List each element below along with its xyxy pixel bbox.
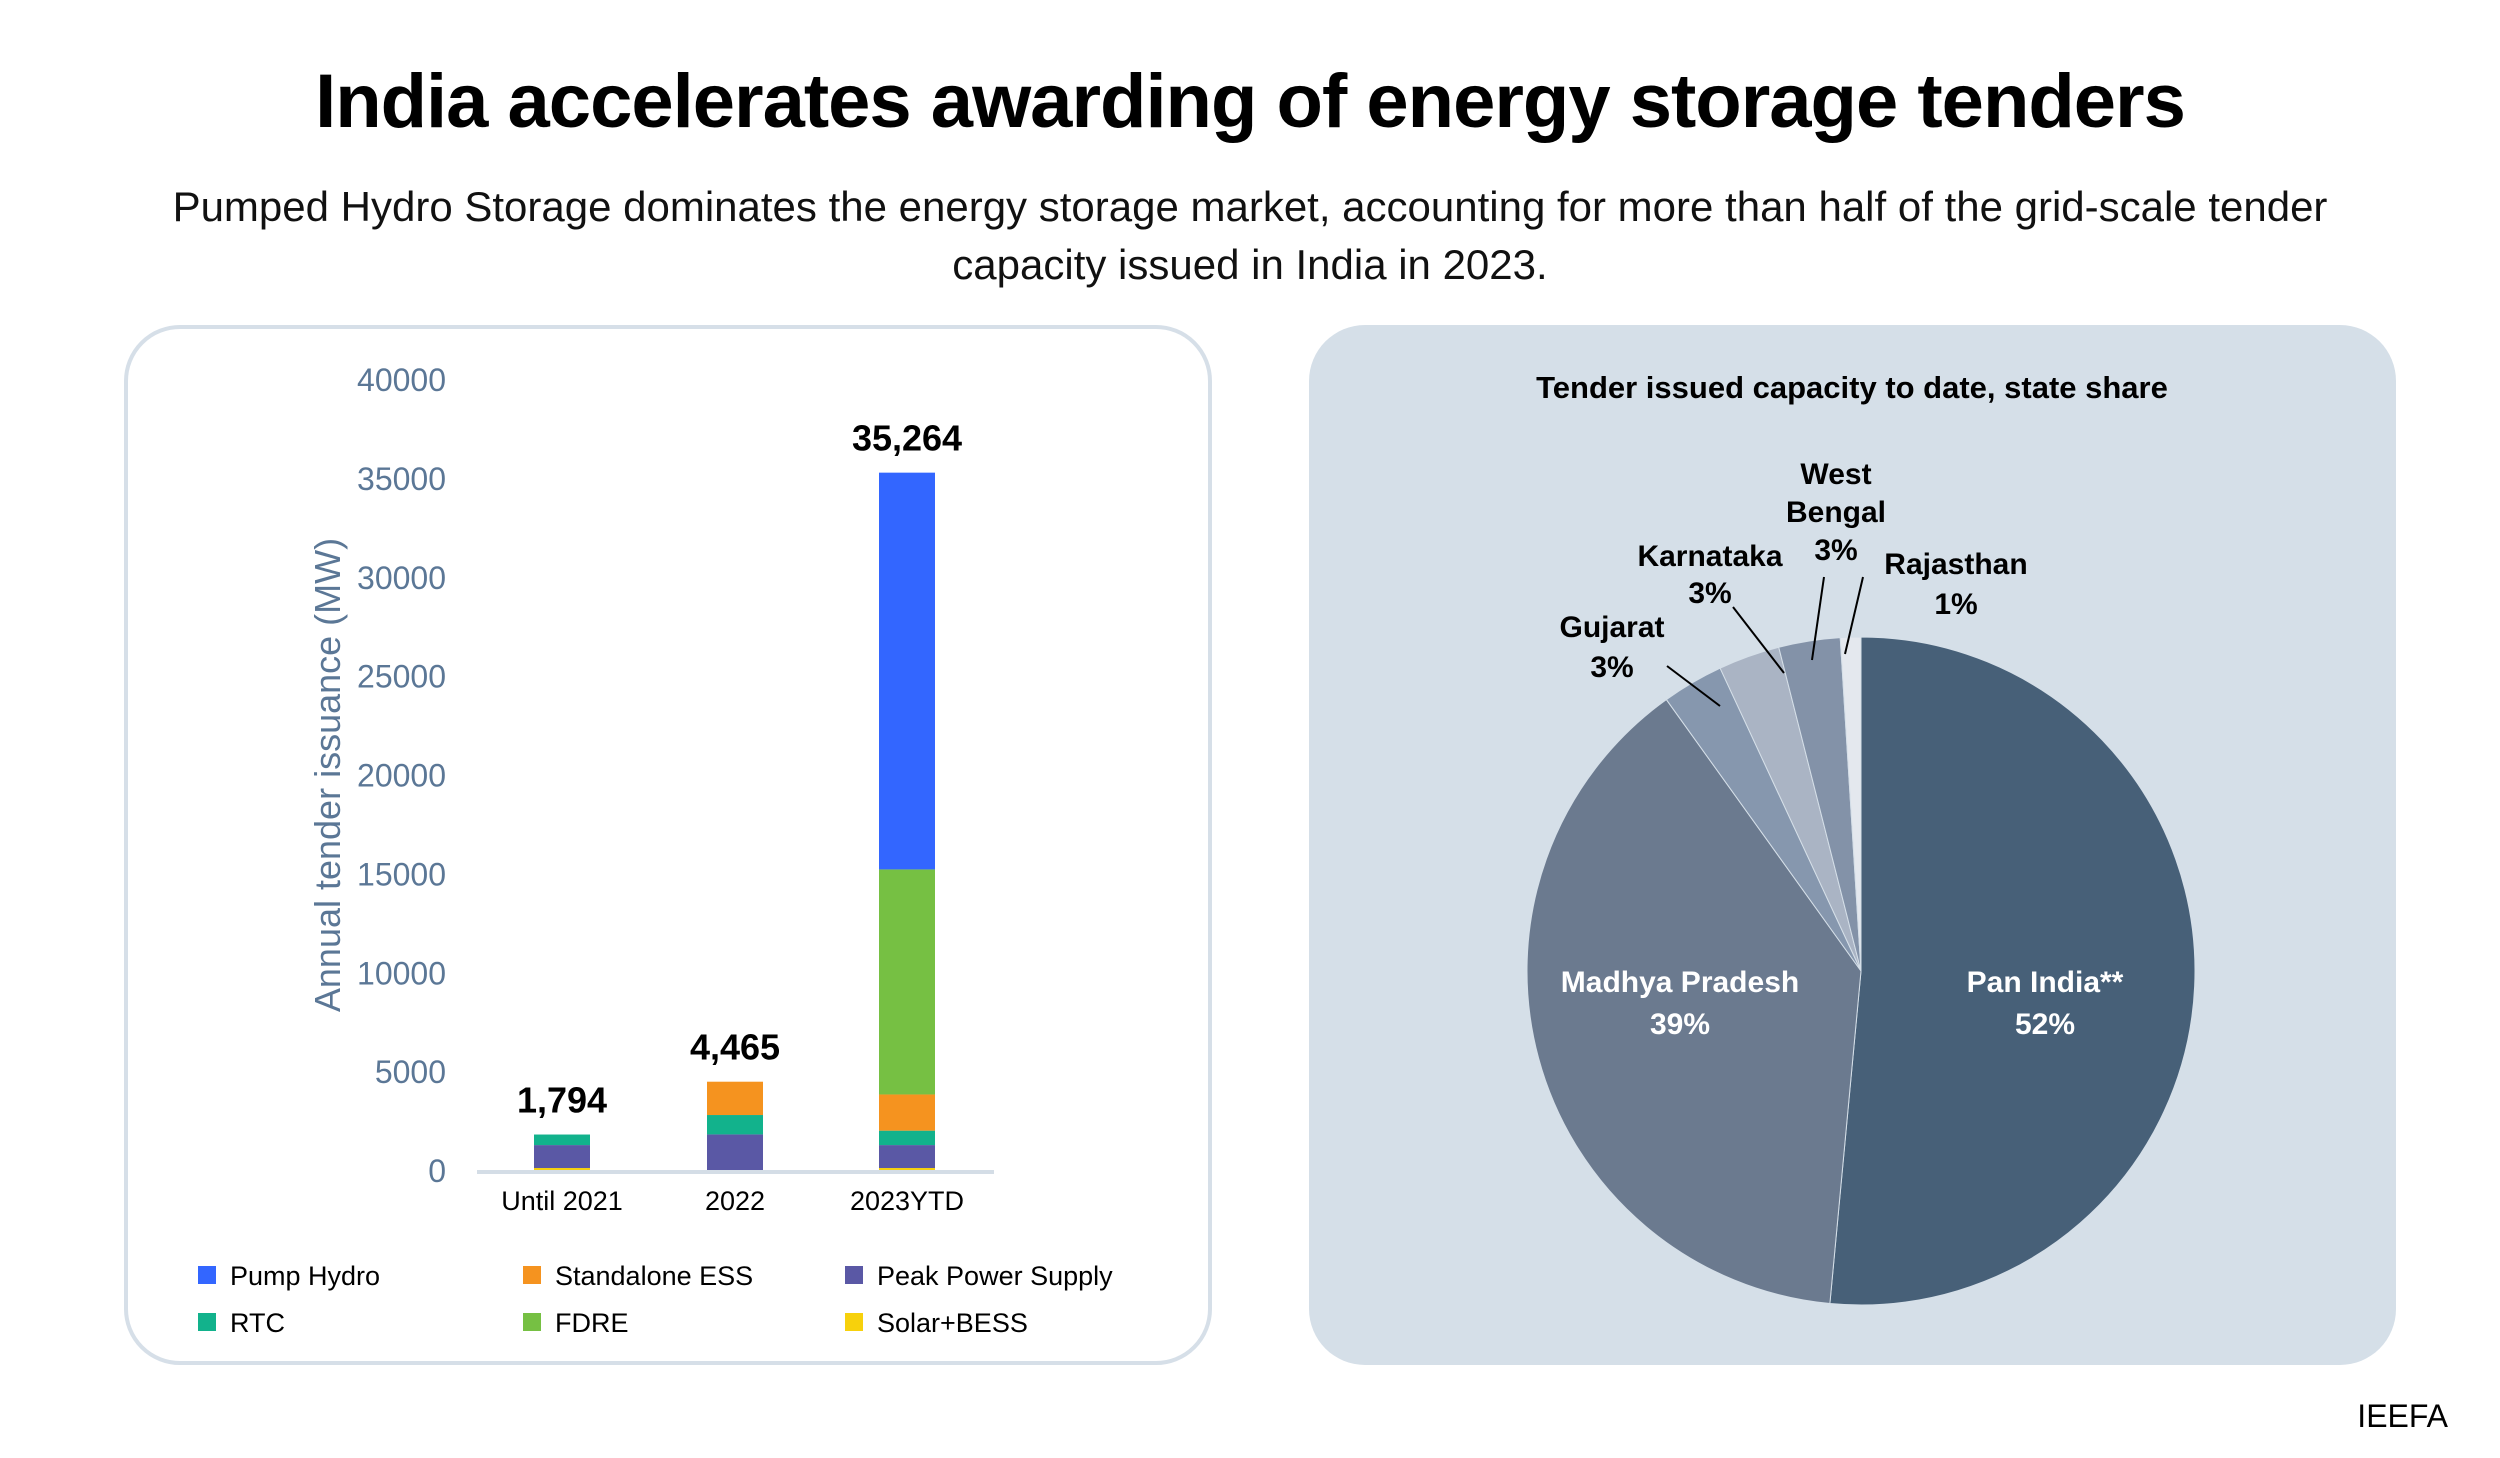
leader-line — [1844, 576, 1864, 655]
legend-label: RTC — [230, 1308, 285, 1338]
bar-segment-rtc — [879, 1130, 935, 1146]
bar-segment-standalone-ess — [707, 1081, 763, 1116]
bar-segment-peak-power-supply — [707, 1134, 763, 1170]
y-tick-label: 35000 — [357, 461, 446, 497]
bar-total-label: 35,264 — [852, 418, 962, 459]
legend-swatch — [523, 1313, 541, 1331]
bar-segment-rtc — [707, 1115, 763, 1135]
pie-title: Tender issued capacity to date, state sh… — [1536, 370, 2168, 405]
bar-segment-pump-hydro — [879, 472, 935, 870]
pie-slice-rajasthan — [1839, 636, 1862, 972]
bar-segment-fdre — [879, 869, 935, 1095]
legend-label: Peak Power Supply — [877, 1261, 1113, 1291]
x-tick-label: 2022 — [705, 1186, 765, 1216]
y-tick-label: 0 — [428, 1153, 446, 1189]
leader-line — [1811, 576, 1825, 661]
bar-segment-rtc — [534, 1134, 590, 1146]
y-tick-label: 10000 — [357, 955, 446, 991]
bar-segment-peak-power-supply — [879, 1145, 935, 1169]
legend-label: FDRE — [555, 1308, 629, 1338]
legend-label: Standalone ESS — [555, 1261, 753, 1291]
page-subtitle: Pumped Hydro Storage dominates the energ… — [172, 183, 2328, 288]
y-tick-label: 30000 — [357, 560, 446, 596]
legend-swatch — [198, 1266, 216, 1284]
bar-segment-solar-bess — [534, 1168, 590, 1170]
legend-swatch — [845, 1313, 863, 1331]
bar-segment-solar-bess — [879, 1168, 935, 1170]
page-title: India accelerates awarding of energy sto… — [315, 59, 2186, 144]
leader-line — [1732, 606, 1785, 674]
bar-total-label: 4,465 — [690, 1027, 780, 1068]
pie-label-name: Karnataka — [1637, 540, 1782, 573]
pie-label-name: Bengal — [1786, 496, 1886, 529]
y-tick-label: 40000 — [357, 362, 446, 398]
pie-label-value: 39% — [1650, 1008, 1710, 1041]
pie-slice-madhya-pradesh — [1526, 698, 1862, 1305]
pie-label-value: 3% — [1590, 651, 1633, 684]
pie-label-name: Madhya Pradesh — [1561, 966, 1799, 999]
y-tick-label: 25000 — [357, 659, 446, 695]
y-tick-label: 5000 — [375, 1054, 446, 1090]
source-label: IEEFA — [2357, 1398, 2448, 1434]
pie-label-name: West — [1800, 458, 1871, 491]
pie-label-name: Pan India** — [1967, 966, 2124, 999]
bar-segment-standalone-ess — [879, 1094, 935, 1131]
leader-line — [1666, 665, 1721, 707]
x-tick-label: Until 2021 — [501, 1186, 623, 1216]
bar-chart-card — [124, 325, 1212, 1365]
bar-total-label: 1,794 — [517, 1080, 607, 1121]
legend-swatch — [845, 1266, 863, 1284]
x-tick-label: 2023YTD — [850, 1186, 964, 1216]
pie-label-value: 52% — [2015, 1008, 2075, 1041]
y-axis-title: Annual tender issuance (MW) — [307, 538, 348, 1012]
bar-segment-peak-power-supply — [534, 1145, 590, 1169]
y-tick-label: 20000 — [357, 758, 446, 794]
pie-slice-pan-india- — [1829, 636, 2196, 1306]
pie-label-name: Rajasthan — [1884, 548, 2027, 581]
pie-label-value: 3% — [1814, 534, 1857, 567]
y-tick-label: 15000 — [357, 856, 446, 892]
pie-label-value: 1% — [1934, 588, 1977, 621]
legend-swatch — [523, 1266, 541, 1284]
legend-label: Pump Hydro — [230, 1261, 380, 1291]
legend-label: Solar+BESS — [877, 1308, 1028, 1338]
pie-label-value: 3% — [1688, 577, 1731, 610]
pie-label-name: Gujarat — [1559, 611, 1664, 644]
legend-swatch — [198, 1313, 216, 1331]
